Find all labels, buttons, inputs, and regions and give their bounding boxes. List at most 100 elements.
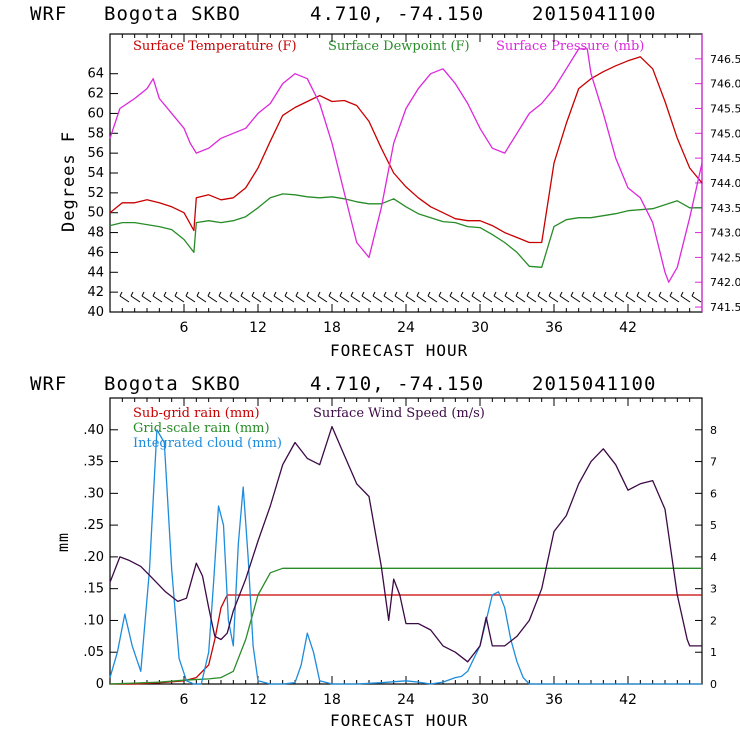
wind-barb-flag — [119, 291, 123, 297]
wind-barb — [196, 295, 207, 303]
y2-tick-label: 2 — [710, 614, 717, 627]
y-tick-label: 42 — [87, 285, 104, 300]
wind-barb — [526, 295, 537, 303]
legend-integrated-cloud: Integrated cloud (mm) — [133, 436, 282, 451]
wind-barb-flag — [383, 291, 387, 297]
y2-tick-label: 746.5 — [710, 53, 740, 66]
wind-barb-flag — [559, 291, 563, 297]
wind-barb — [229, 295, 240, 303]
y2-tick-label: 744.5 — [710, 152, 740, 165]
wind-barb-flag — [581, 291, 585, 297]
y2-tick-label: 745.5 — [710, 102, 740, 115]
wind-barb-flag — [515, 291, 519, 297]
wind-barb-flag — [152, 291, 156, 297]
wind-barb-flag — [438, 291, 442, 297]
wind-barb-row — [119, 291, 702, 303]
y2-tick-label: 741.5 — [710, 301, 740, 314]
series-line-sub-grid-rain-mm — [110, 594, 702, 685]
wind-barb-flag — [174, 291, 178, 297]
x-tick-label: 12 — [249, 692, 267, 708]
wind-barb — [317, 295, 328, 303]
series-line-surface-dewpoint-f — [109, 193, 702, 268]
wind-barb-flag — [262, 291, 266, 297]
panel1-title-init: 2015041100 — [532, 3, 656, 25]
wind-barb — [669, 295, 680, 303]
y-tick-label: 46 — [87, 245, 104, 260]
wind-barb — [680, 295, 691, 303]
wind-barb — [383, 295, 394, 303]
series-line-surface-temperature-f — [109, 56, 703, 244]
wind-barb-flag — [218, 291, 222, 297]
wind-barb-flag — [284, 291, 288, 297]
wind-barb-flag — [328, 291, 332, 297]
y-tick-label: 0 — [96, 677, 104, 692]
wind-barb-flag — [273, 291, 277, 297]
panel2-y2-ticks: 0 1 2 3 4 5 6 7 8 — [695, 424, 717, 691]
wind-barb — [559, 295, 570, 303]
wind-barb — [504, 295, 515, 303]
y2-tick-label: 3 — [710, 583, 717, 596]
y-tick-label: 56 — [87, 146, 104, 161]
panel1-series — [109, 48, 703, 283]
panel2-title-station: Bogota SKBO — [104, 373, 241, 395]
wind-barb-flag — [570, 291, 574, 297]
y2-tick-label: 744.0 — [710, 177, 740, 190]
x-tick-label: 6 — [180, 320, 189, 336]
wind-barb-flag — [339, 291, 343, 297]
panel2-title-init: 2015041100 — [532, 373, 656, 395]
wind-barb — [163, 295, 174, 303]
y2-tick-label: 6 — [710, 487, 717, 500]
panel1-left-frame — [109, 33, 703, 313]
legend-wind-speed: Surface Wind Speed (m/s) — [313, 406, 485, 421]
panel2-x-ticks: 6 12 18 24 30 36 42 — [121, 398, 691, 708]
wind-barb — [306, 295, 317, 303]
x-tick-label: 30 — [471, 320, 489, 336]
y2-tick-label: 746.0 — [710, 78, 740, 91]
wind-barb — [537, 295, 548, 303]
wind-barb-flag — [163, 291, 167, 297]
wind-barb-flag — [471, 291, 475, 297]
wind-barb — [449, 295, 460, 303]
panel2-series — [109, 425, 702, 685]
wind-barb-flag — [548, 291, 552, 297]
series-line-integrated-cloud-mm — [109, 429, 702, 685]
wind-barb-flag — [372, 291, 376, 297]
wind-barb-flag — [493, 291, 497, 297]
panel2-x-axis-label: FORECAST HOUR — [330, 711, 468, 730]
wind-barb — [636, 295, 647, 303]
wind-barb-flag — [427, 291, 431, 297]
series-line-grid-scale-rain-mm — [109, 567, 702, 685]
wind-barb-flag — [196, 291, 200, 297]
y2-tick-label: 5 — [710, 519, 717, 532]
y2-tick-label: 8 — [710, 424, 717, 437]
x-tick-label: 42 — [619, 320, 637, 336]
wind-barb — [460, 295, 471, 303]
y2-tick-label: 1 — [710, 646, 717, 659]
series-line-surface-pressure-mb — [109, 48, 703, 283]
y2-tick-label: 742.0 — [710, 276, 740, 289]
wind-barb-flag — [636, 291, 640, 297]
wind-barb-flag — [207, 291, 211, 297]
legend-pressure: Surface Pressure (mb) — [496, 39, 644, 54]
y-tick-label: .40 — [83, 423, 104, 438]
y-tick-label: 54 — [87, 166, 104, 181]
y2-tick-label: 0 — [710, 678, 717, 691]
legend-subgrid-rain: Sub-grid rain (mm) — [133, 406, 260, 421]
legend-temperature: Surface Temperature (F) — [133, 39, 297, 54]
x-tick-label: 24 — [397, 692, 415, 708]
wind-barb-flag — [625, 291, 629, 297]
y2-tick-label: 7 — [710, 456, 717, 469]
panel2-title-coords: 4.710, -74.150 — [310, 373, 484, 395]
wind-barb-flag — [141, 291, 145, 297]
y2-tick-label: 743.0 — [710, 227, 740, 240]
y-tick-label: 44 — [87, 265, 104, 280]
wind-barb-flag — [350, 291, 354, 297]
x-tick-label: 24 — [397, 320, 415, 336]
x-tick-label: 6 — [180, 692, 189, 708]
y-tick-label: .05 — [83, 645, 104, 660]
panel1-title-coords: 4.710, -74.150 — [310, 3, 484, 25]
wind-barb — [328, 295, 339, 303]
wind-barb — [515, 295, 526, 303]
wind-barb — [251, 295, 262, 303]
wind-barb — [570, 295, 581, 303]
